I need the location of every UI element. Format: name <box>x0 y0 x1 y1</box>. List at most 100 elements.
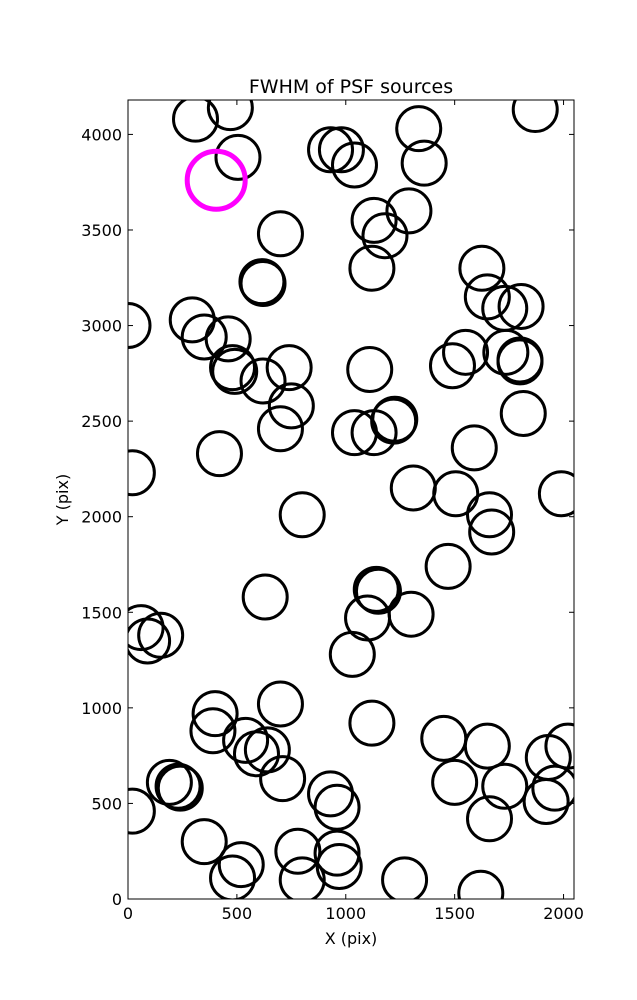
x-axis-label: X (pix) <box>325 929 378 948</box>
source-marker <box>442 328 490 376</box>
y-tick-label: 0 <box>112 890 122 909</box>
source-marker <box>307 770 355 818</box>
source-marker <box>330 141 378 189</box>
source-marker <box>259 755 307 803</box>
source-marker <box>466 491 514 539</box>
y-axis-label: Y (pix) <box>53 474 72 526</box>
source-marker <box>145 758 193 806</box>
source-marker <box>361 212 409 260</box>
axis-ticks: 0 500 1000 1500 2000 0 500 1000 1500 2000 2500 3000… <box>81 100 584 923</box>
source-marker <box>432 470 480 518</box>
source-marker <box>350 196 398 244</box>
y-tick-label: 3500 <box>81 221 122 240</box>
source-marker <box>256 210 304 258</box>
source-marker <box>214 133 262 181</box>
source-marker <box>239 260 287 308</box>
source-marker <box>352 565 400 613</box>
source-marker <box>128 604 165 652</box>
source-marker <box>537 470 574 518</box>
source-marker <box>511 100 559 134</box>
source-marker <box>156 764 204 812</box>
source-marker <box>241 573 289 621</box>
x-tick-label: 1000 <box>325 904 366 923</box>
source-marker <box>466 795 514 843</box>
source-marker <box>128 449 156 497</box>
source-marker <box>204 315 252 363</box>
source-marker <box>209 344 257 392</box>
source-marker <box>348 244 396 292</box>
source-marker <box>387 590 435 638</box>
source-marker <box>265 344 313 392</box>
source-marker <box>315 843 363 891</box>
source-marker <box>307 126 355 174</box>
source-marker <box>497 282 545 330</box>
plot-frame <box>127 99 575 900</box>
source-marker <box>209 854 257 899</box>
source-marker <box>400 139 448 187</box>
source-marker <box>278 491 326 539</box>
source-marker <box>328 630 376 678</box>
source-marker <box>424 542 472 590</box>
source-marker <box>428 342 476 390</box>
source-marker <box>128 302 152 350</box>
y-tick-label: 4000 <box>81 125 122 144</box>
source-marker <box>482 328 530 376</box>
y-tick-label: 2000 <box>81 508 122 527</box>
highlighted-source-marker <box>184 148 248 212</box>
source-marker <box>385 187 433 235</box>
source-marker <box>206 100 254 132</box>
source-marker <box>278 856 326 899</box>
source-marker <box>450 424 498 472</box>
x-tick-label: 1500 <box>434 904 475 923</box>
source-marker <box>496 338 544 386</box>
source-marker <box>217 841 265 889</box>
y-tick-label: 1000 <box>81 699 122 718</box>
source-marker <box>481 762 529 810</box>
source-marker <box>137 611 185 659</box>
source-marker <box>313 783 361 831</box>
source-marker <box>463 273 511 321</box>
source-marker <box>243 726 291 774</box>
source-markers <box>128 100 574 899</box>
source-marker <box>195 430 243 478</box>
source-marker <box>544 722 574 770</box>
source-marker <box>499 389 547 437</box>
source-marker <box>389 464 437 512</box>
source-marker <box>420 714 468 762</box>
source-marker <box>180 313 228 361</box>
y-tick-label: 1500 <box>81 603 122 622</box>
source-marker <box>189 707 237 755</box>
source-marker <box>458 244 506 292</box>
source-marker <box>431 758 479 806</box>
y-tick-label: 500 <box>91 794 122 813</box>
source-marker <box>531 764 574 812</box>
source-marker <box>317 126 365 174</box>
source-marker <box>256 680 304 728</box>
source-marker <box>313 829 361 877</box>
y-tick-label: 2500 <box>81 412 122 431</box>
source-marker <box>222 716 270 764</box>
source-marker <box>354 567 402 615</box>
source-marker <box>267 382 315 430</box>
source-marker <box>274 827 322 875</box>
source-marker <box>468 508 516 556</box>
y-tick-label: 3000 <box>81 317 122 336</box>
source-marker <box>330 409 378 457</box>
source-marker <box>371 395 419 443</box>
source-marker <box>168 296 216 344</box>
source-marker <box>128 787 156 835</box>
source-marker <box>522 778 570 826</box>
source-marker <box>395 105 443 153</box>
chart-title: FWHM of PSF sources <box>249 76 453 98</box>
source-marker <box>463 722 511 770</box>
x-tick-label: 500 <box>222 904 253 923</box>
x-tick-label: 0 <box>123 904 133 923</box>
source-marker <box>457 869 505 899</box>
source-marker <box>256 405 304 453</box>
source-marker <box>211 347 259 395</box>
source-marker <box>191 690 239 738</box>
source-marker <box>346 346 394 394</box>
source-marker <box>348 699 396 747</box>
source-marker <box>154 762 202 810</box>
